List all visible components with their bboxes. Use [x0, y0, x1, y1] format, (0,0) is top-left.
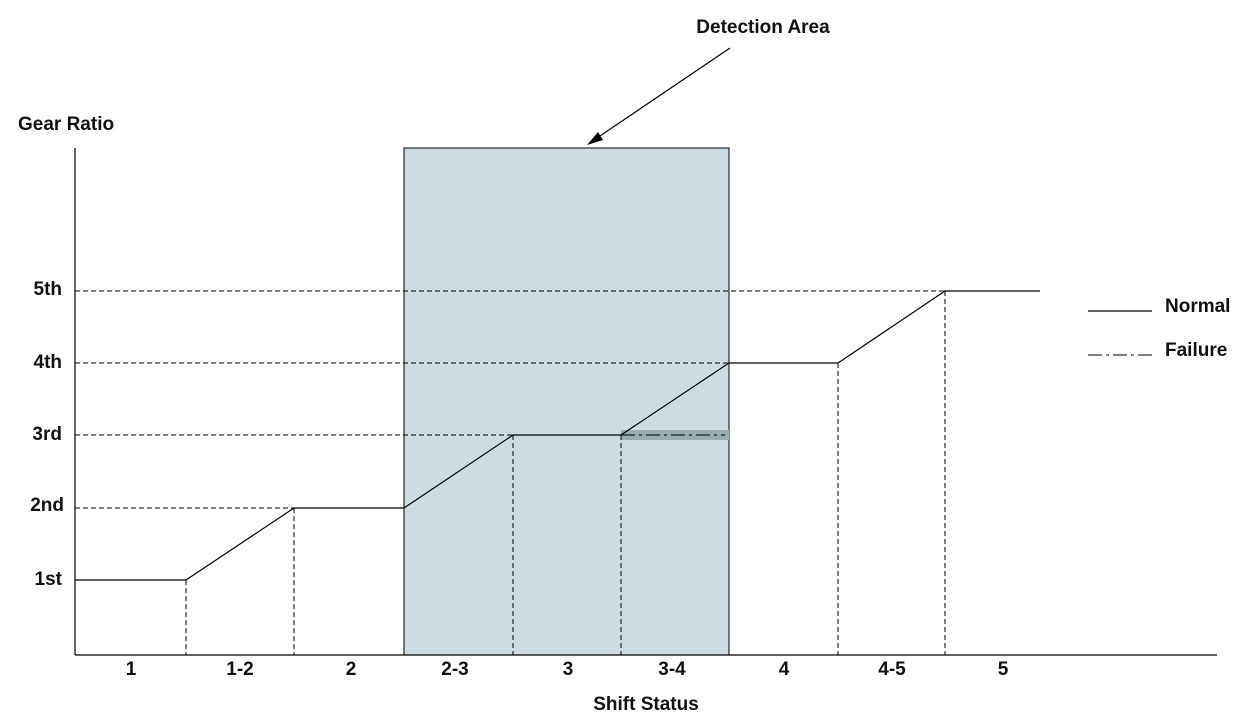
y-tick-label: 2nd	[30, 495, 64, 516]
y-tick-label: 1st	[35, 569, 63, 590]
x-tick-label: 3	[563, 659, 574, 680]
y-axis-label: Gear Ratio	[18, 114, 114, 135]
x-tick-label: 1-2	[226, 659, 253, 680]
title: Detection Area	[696, 17, 830, 38]
arrow-head	[587, 132, 603, 145]
x-tick-label: 2-3	[441, 659, 468, 680]
x-tick-label: 1	[126, 659, 137, 680]
x-tick-label: 2	[346, 659, 357, 680]
legend-label: Failure	[1165, 340, 1227, 361]
x-tick-label: 4	[779, 659, 790, 680]
detection-area	[403, 147, 730, 656]
normal-line	[75, 290, 1040, 581]
y-tick-label: 4th	[34, 352, 63, 373]
x-tick-label: 3-4	[658, 659, 686, 680]
guide-lines	[75, 290, 946, 655]
x-tick-label: 5	[998, 659, 1009, 680]
x-axis-label: Shift Status	[593, 694, 699, 715]
arrow	[593, 47, 731, 141]
x-tick-label: 4-5	[878, 659, 906, 680]
legend-label: Normal	[1165, 296, 1230, 317]
y-tick-label: 3rd	[32, 424, 62, 445]
y-tick-label: 5th	[34, 279, 63, 300]
